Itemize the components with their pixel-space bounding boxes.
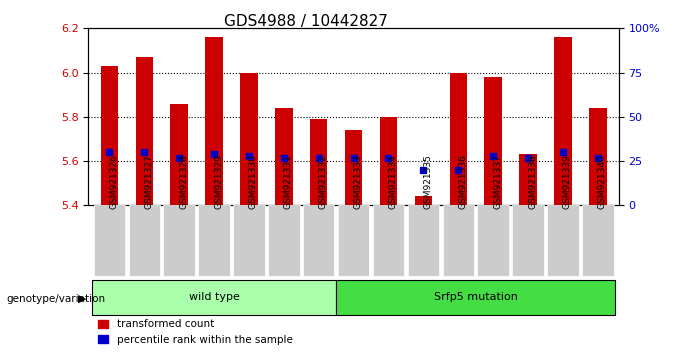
Bar: [171, 103, 188, 205]
Text: GSM921326: GSM921326: [109, 154, 118, 209]
FancyBboxPatch shape: [477, 205, 509, 276]
Text: GSM921333: GSM921333: [354, 154, 362, 209]
Text: GSM921335: GSM921335: [424, 154, 432, 209]
Bar: [345, 130, 362, 205]
Text: GSM921327: GSM921327: [144, 154, 153, 209]
FancyBboxPatch shape: [129, 205, 160, 276]
Text: GSM921334: GSM921334: [388, 154, 398, 209]
Text: GSM921339: GSM921339: [563, 154, 572, 209]
Bar: [310, 119, 328, 205]
FancyBboxPatch shape: [373, 205, 404, 276]
Bar: [449, 73, 467, 205]
Bar: [275, 108, 292, 205]
Bar: [554, 37, 572, 205]
Text: GSM921338: GSM921338: [528, 154, 537, 209]
FancyBboxPatch shape: [92, 280, 336, 315]
FancyBboxPatch shape: [512, 205, 544, 276]
Text: GSM921328: GSM921328: [179, 154, 188, 209]
Bar: [205, 37, 223, 205]
Text: GSM921330: GSM921330: [249, 154, 258, 209]
Text: GSM921337: GSM921337: [493, 154, 502, 209]
FancyBboxPatch shape: [233, 205, 265, 276]
Text: GSM921329: GSM921329: [214, 154, 223, 209]
FancyBboxPatch shape: [547, 205, 579, 276]
Text: GSM921336: GSM921336: [458, 154, 467, 209]
Text: genotype/variation: genotype/variation: [7, 294, 106, 304]
Text: GSM921340: GSM921340: [598, 154, 607, 209]
Text: Srfp5 mutation: Srfp5 mutation: [434, 292, 517, 302]
Bar: [101, 66, 118, 205]
FancyBboxPatch shape: [199, 205, 230, 276]
Legend: transformed count, percentile rank within the sample: transformed count, percentile rank withi…: [94, 315, 296, 349]
FancyBboxPatch shape: [443, 205, 474, 276]
Text: GSM921332: GSM921332: [319, 154, 328, 209]
FancyBboxPatch shape: [338, 205, 369, 276]
FancyBboxPatch shape: [408, 205, 439, 276]
Text: GSM921331: GSM921331: [284, 154, 293, 209]
FancyBboxPatch shape: [582, 205, 613, 276]
Bar: [379, 117, 397, 205]
Text: ▶: ▶: [78, 294, 87, 304]
FancyBboxPatch shape: [94, 205, 125, 276]
FancyBboxPatch shape: [336, 280, 615, 315]
Text: wild type: wild type: [188, 292, 239, 302]
Bar: [135, 57, 153, 205]
FancyBboxPatch shape: [303, 205, 335, 276]
Bar: [415, 196, 432, 205]
FancyBboxPatch shape: [163, 205, 195, 276]
Bar: [484, 77, 502, 205]
Bar: [240, 73, 258, 205]
Bar: [589, 108, 607, 205]
Text: GDS4988 / 10442827: GDS4988 / 10442827: [224, 14, 388, 29]
Bar: [520, 154, 537, 205]
FancyBboxPatch shape: [268, 205, 299, 276]
